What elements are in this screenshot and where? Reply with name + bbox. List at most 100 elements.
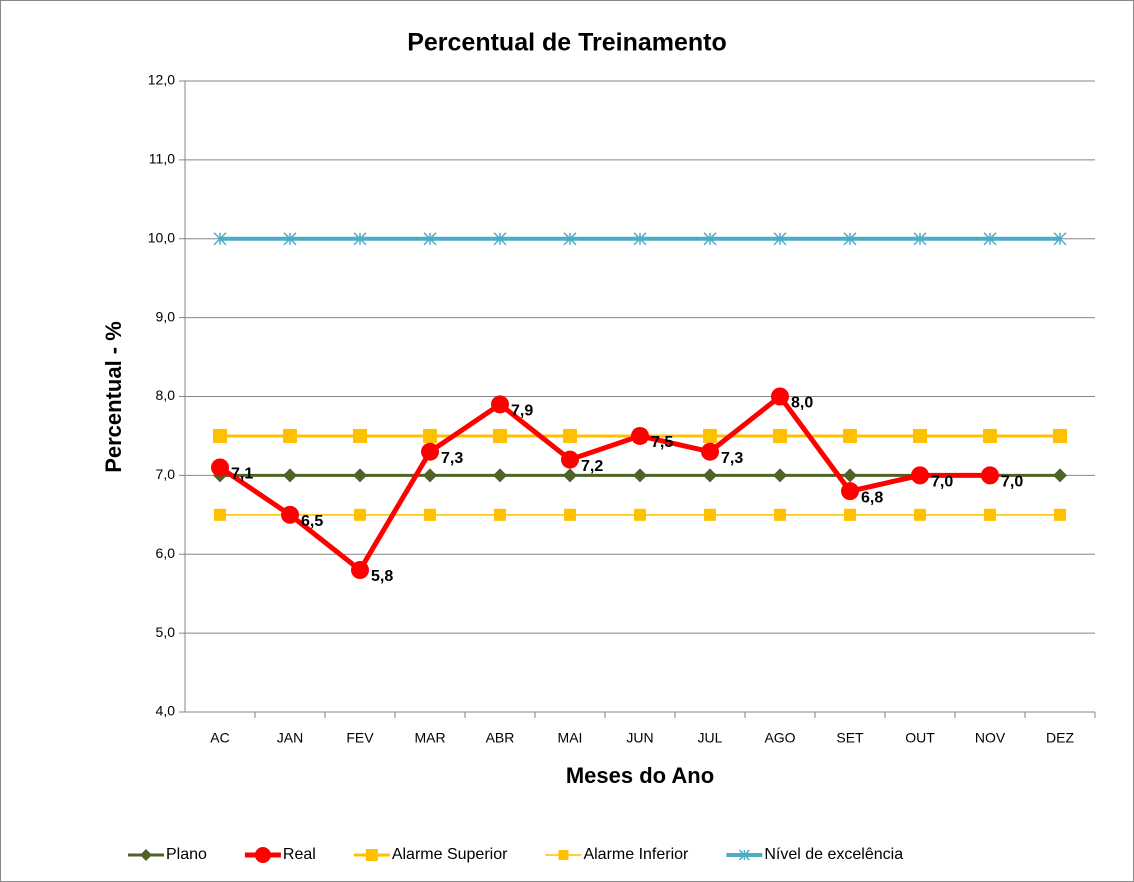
marker (773, 428, 787, 443)
marker (983, 428, 997, 443)
legend-item: Alarme Inferior (545, 846, 689, 863)
marker (281, 505, 299, 524)
y-tick-label: 4,0 (156, 703, 176, 719)
marker (983, 232, 997, 246)
marker (564, 508, 576, 521)
marker (354, 508, 366, 521)
marker (913, 428, 927, 443)
series (213, 232, 1067, 246)
x-tick-label: JUL (698, 730, 723, 746)
y-tick-label: 9,0 (156, 308, 176, 324)
marker (283, 468, 297, 483)
marker (558, 850, 569, 860)
marker (701, 442, 719, 461)
x-tick-label: FEV (346, 730, 374, 746)
x-tick-label: AGO (764, 730, 795, 746)
marker (914, 508, 926, 521)
marker (704, 508, 716, 521)
data-label: 7,1 (231, 466, 253, 483)
legend-item: Alarme Superior (353, 846, 508, 863)
marker (1053, 428, 1067, 443)
marker (423, 232, 437, 246)
marker (423, 468, 437, 483)
y-tick-label: 12,0 (148, 72, 175, 88)
legend-label: Alarme Inferior (583, 846, 689, 863)
marker (911, 466, 929, 485)
marker (703, 232, 717, 246)
marker (421, 442, 439, 461)
marker (843, 468, 857, 483)
marker (351, 561, 369, 580)
data-label: 7,2 (581, 458, 603, 475)
marker (493, 468, 507, 483)
marker (353, 468, 367, 483)
marker (214, 508, 226, 521)
x-tick-label: SET (836, 730, 864, 746)
marker (493, 232, 507, 246)
marker (491, 395, 509, 414)
marker (773, 232, 787, 246)
data-label: 5,8 (371, 568, 393, 585)
marker (1053, 232, 1067, 246)
marker (213, 232, 227, 246)
series-line (218, 392, 990, 574)
series: 7,1 6,5 5,8 7,3 7,9 7,2 7,5 7,3 8,0 6,8 7,0 7,0 (211, 387, 1023, 585)
data-label: 7,9 (511, 403, 533, 420)
data-label: 7,0 (1001, 474, 1023, 491)
marker (844, 508, 856, 521)
y-tick-label: 6,0 (156, 545, 176, 561)
legend-label: Real (283, 846, 316, 863)
data-label: 6,5 (301, 513, 323, 530)
legend-item: Nível de excelência (726, 846, 903, 863)
marker (213, 428, 227, 443)
marker (984, 508, 996, 521)
marker (703, 468, 717, 483)
marker (424, 508, 436, 521)
x-tick-label: ABR (486, 730, 515, 746)
marker (981, 466, 999, 485)
x-tick-label: MAI (558, 730, 583, 746)
marker (365, 849, 378, 861)
marker (738, 849, 750, 861)
marker (283, 232, 297, 246)
marker (773, 468, 787, 483)
data-label: 7,5 (651, 434, 673, 451)
marker (493, 428, 507, 443)
legend-item: Real (244, 846, 316, 863)
x-tick-label: OUT (905, 730, 935, 746)
y-tick-label: 8,0 (156, 387, 176, 403)
x-tick-label: JUN (626, 730, 653, 746)
y-tick-label: 10,0 (148, 229, 175, 245)
marker (843, 428, 857, 443)
data-label: 8,0 (791, 395, 813, 412)
data-label: 6,8 (861, 489, 883, 506)
marker (254, 847, 271, 863)
marker (633, 468, 647, 483)
chart-title: Percentual de Treinamento (407, 29, 727, 57)
series (214, 508, 1066, 521)
marker (561, 450, 579, 469)
y-tick-label: 11,0 (149, 151, 175, 167)
x-tick-label: MAR (414, 730, 445, 746)
marker (703, 428, 717, 443)
marker (353, 428, 367, 443)
data-label: 7,3 (721, 450, 743, 467)
marker (423, 428, 437, 443)
marker (1053, 468, 1067, 483)
marker (494, 508, 506, 521)
data-label: 7,0 (931, 474, 953, 491)
marker (634, 508, 646, 521)
marker (843, 232, 857, 246)
x-tick-label: AC (210, 730, 229, 746)
x-tick-label: JAN (277, 730, 303, 746)
marker (1054, 508, 1066, 521)
legend-label: Nível de excelência (764, 846, 903, 863)
marker (140, 849, 152, 861)
legend-label: Plano (166, 846, 207, 863)
y-tick-label: 7,0 (156, 466, 176, 482)
marker (633, 232, 647, 246)
marker (771, 387, 789, 406)
marker (563, 428, 577, 443)
marker (913, 232, 927, 246)
marker (353, 232, 367, 246)
